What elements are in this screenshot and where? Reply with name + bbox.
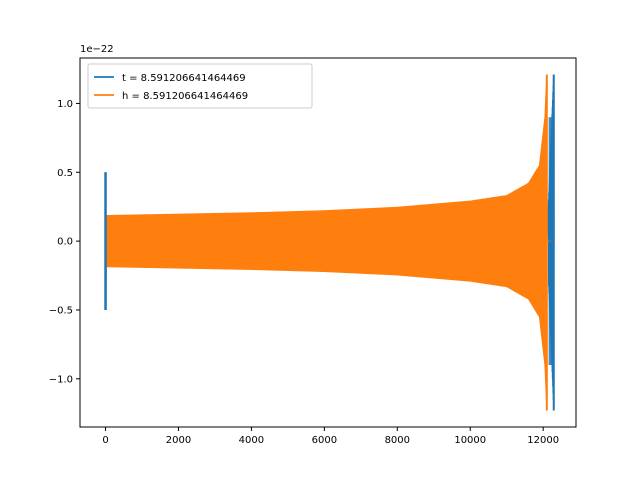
y-tick-label: −0.5 [49,305,73,316]
y-tick-label: 0.0 [57,237,73,248]
legend: t = 8.591206641464469 h = 8.5912066414644… [87,63,313,109]
legend-box [87,63,313,109]
x-tick-label: 12000 [527,435,559,446]
x-tick-label: 0 [102,435,108,446]
axes-frame [79,57,577,428]
y-tick-label: 1.0 [57,99,73,110]
x-tick-label: 2000 [166,435,191,446]
plot-area [104,74,555,411]
y-offset-label: 1e−22 [80,44,114,55]
x-tick-label: 6000 [312,435,337,446]
x-tick-label: 4000 [239,435,264,446]
y-tick-label: 0.5 [57,168,73,179]
y-tick-label: −1.0 [49,374,73,385]
x-tick-label: 10000 [454,435,486,446]
axes: 0 2000 4000 6000 8000 10000 12000 −1.0 −0.5 0.0 0.… [49,57,577,446]
series-t-end-burst [548,117,554,366]
legend-entry: t = 8.591206641464469 [122,73,246,84]
legend-entry: h = 8.591206641464469 [122,91,248,102]
x-tick-label: 8000 [385,435,410,446]
